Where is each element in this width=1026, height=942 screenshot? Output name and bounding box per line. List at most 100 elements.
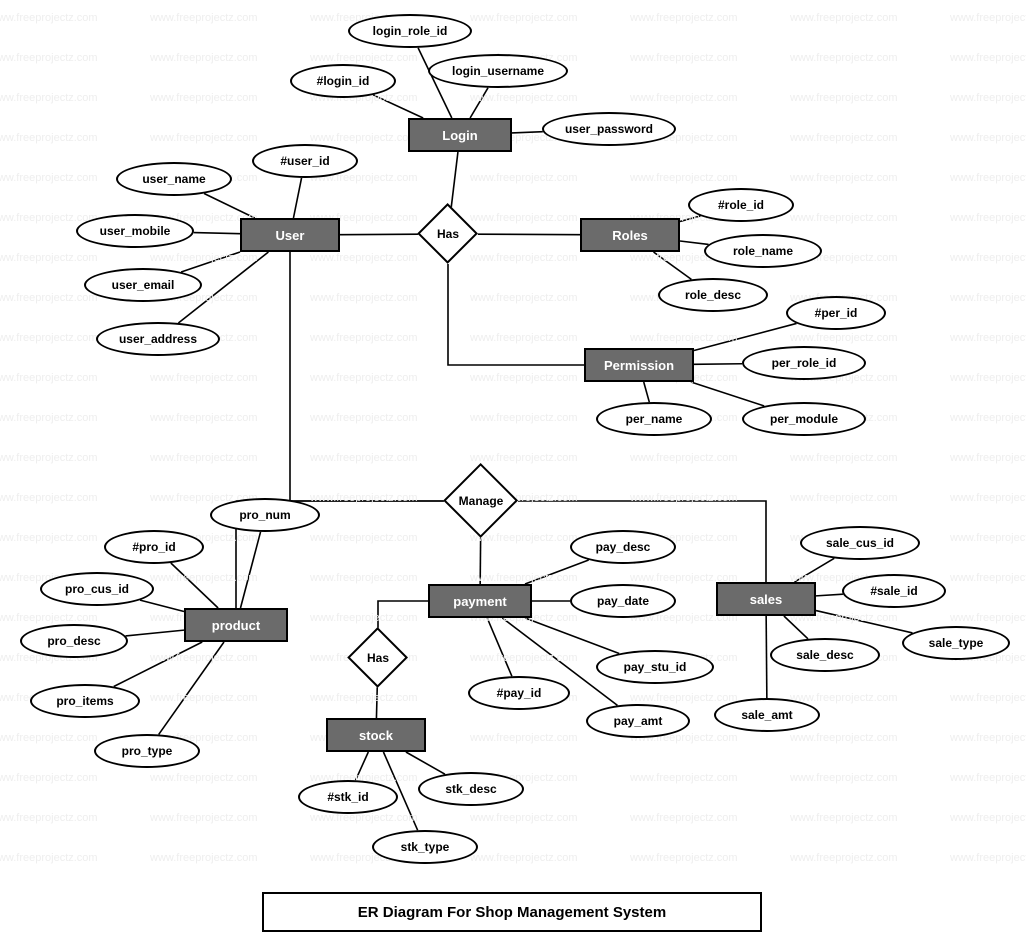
watermark-text: www.freeprojectz.com bbox=[790, 12, 898, 24]
watermark-text: www.freeprojectz.com bbox=[0, 412, 98, 424]
watermark-text: www.freeprojectz.com bbox=[0, 92, 98, 104]
watermark-text: www.freeprojectz.com bbox=[470, 852, 578, 864]
watermark-text: www.freeprojectz.com bbox=[150, 452, 258, 464]
watermark-text: www.freeprojectz.com bbox=[470, 252, 578, 264]
watermark-text: www.freeprojectz.com bbox=[470, 572, 578, 584]
attribute: #role_id bbox=[688, 188, 794, 222]
attribute: #login_id bbox=[290, 64, 396, 98]
entity-roles: Roles bbox=[580, 218, 680, 252]
watermark-text: www.freeprojectz.com bbox=[310, 812, 418, 824]
watermark-text: www.freeprojectz.com bbox=[150, 692, 258, 704]
attribute: per_role_id bbox=[742, 346, 866, 380]
watermark-text: www.freeprojectz.com bbox=[630, 52, 738, 64]
watermark-text: www.freeprojectz.com bbox=[630, 332, 738, 344]
attribute: #user_id bbox=[252, 144, 358, 178]
attribute: pay_date bbox=[570, 584, 676, 618]
relationship-has2: Has bbox=[348, 628, 408, 688]
watermark-text: www.freeprojectz.com bbox=[950, 212, 1026, 224]
watermark-text: www.freeprojectz.com bbox=[0, 252, 98, 264]
watermark-text: www.freeprojectz.com bbox=[790, 92, 898, 104]
watermark-text: www.freeprojectz.com bbox=[950, 852, 1026, 864]
watermark-text: www.freeprojectz.com bbox=[470, 172, 578, 184]
attribute: login_role_id bbox=[348, 14, 472, 48]
attribute: per_module bbox=[742, 402, 866, 436]
watermark-text: www.freeprojectz.com bbox=[0, 532, 98, 544]
attribute: user_name bbox=[116, 162, 232, 196]
attribute: sale_type bbox=[902, 626, 1010, 660]
watermark-text: www.freeprojectz.com bbox=[950, 332, 1026, 344]
watermark-text: www.freeprojectz.com bbox=[470, 812, 578, 824]
watermark-text: www.freeprojectz.com bbox=[470, 452, 578, 464]
attribute: pay_stu_id bbox=[596, 650, 714, 684]
attribute: #per_id bbox=[786, 296, 886, 330]
watermark-text: www.freeprojectz.com bbox=[150, 572, 258, 584]
entity-login: Login bbox=[408, 118, 512, 152]
watermark-text: www.freeprojectz.com bbox=[150, 252, 258, 264]
watermark-text: www.freeprojectz.com bbox=[950, 92, 1026, 104]
attribute: pro_cus_id bbox=[40, 572, 154, 606]
entity-permission: Permission bbox=[584, 348, 694, 382]
watermark-text: www.freeprojectz.com bbox=[150, 812, 258, 824]
watermark-text: www.freeprojectz.com bbox=[950, 412, 1026, 424]
attribute: #pay_id bbox=[468, 676, 570, 710]
watermark-text: www.freeprojectz.com bbox=[310, 252, 418, 264]
attribute: role_name bbox=[704, 234, 822, 268]
watermark-text: www.freeprojectz.com bbox=[470, 412, 578, 424]
watermark-text: www.freeprojectz.com bbox=[150, 852, 258, 864]
watermark-text: www.freeprojectz.com bbox=[150, 772, 258, 784]
watermark-text: www.freeprojectz.com bbox=[150, 92, 258, 104]
watermark-text: www.freeprojectz.com bbox=[470, 652, 578, 664]
entity-user: User bbox=[240, 218, 340, 252]
attribute: #sale_id bbox=[842, 574, 946, 608]
watermark-text: www.freeprojectz.com bbox=[790, 132, 898, 144]
watermark-text: www.freeprojectz.com bbox=[470, 12, 578, 24]
watermark-text: www.freeprojectz.com bbox=[0, 332, 98, 344]
attribute: sale_amt bbox=[714, 698, 820, 732]
watermark-text: www.freeprojectz.com bbox=[950, 132, 1026, 144]
attribute: user_address bbox=[96, 322, 220, 356]
watermark-text: www.freeprojectz.com bbox=[310, 492, 418, 504]
watermark-text: www.freeprojectz.com bbox=[470, 372, 578, 384]
watermark-text: www.freeprojectz.com bbox=[790, 812, 898, 824]
watermark-text: www.freeprojectz.com bbox=[630, 812, 738, 824]
attribute: per_name bbox=[596, 402, 712, 436]
attribute: login_username bbox=[428, 54, 568, 88]
attribute: pro_items bbox=[30, 684, 140, 718]
watermark-text: www.freeprojectz.com bbox=[310, 52, 418, 64]
watermark-text: www.freeprojectz.com bbox=[630, 92, 738, 104]
watermark-text: www.freeprojectz.com bbox=[0, 772, 98, 784]
watermark-text: www.freeprojectz.com bbox=[0, 732, 98, 744]
watermark-text: www.freeprojectz.com bbox=[150, 52, 258, 64]
watermark-text: www.freeprojectz.com bbox=[150, 652, 258, 664]
watermark-text: www.freeprojectz.com bbox=[310, 372, 418, 384]
watermark-text: www.freeprojectz.com bbox=[150, 132, 258, 144]
watermark-text: www.freeprojectz.com bbox=[310, 692, 418, 704]
watermark-text: www.freeprojectz.com bbox=[0, 12, 98, 24]
watermark-text: www.freeprojectz.com bbox=[790, 452, 898, 464]
watermark-text: www.freeprojectz.com bbox=[0, 132, 98, 144]
watermark-text: www.freeprojectz.com bbox=[310, 452, 418, 464]
watermark-text: www.freeprojectz.com bbox=[310, 612, 418, 624]
entity-product: product bbox=[184, 608, 288, 642]
watermark-text: www.freeprojectz.com bbox=[470, 292, 578, 304]
attribute: sale_desc bbox=[770, 638, 880, 672]
watermark-text: www.freeprojectz.com bbox=[950, 452, 1026, 464]
watermark-text: www.freeprojectz.com bbox=[630, 12, 738, 24]
watermark-text: www.freeprojectz.com bbox=[790, 732, 898, 744]
watermark-text: www.freeprojectz.com bbox=[950, 572, 1026, 584]
watermark-text: www.freeprojectz.com bbox=[0, 372, 98, 384]
watermark-text: www.freeprojectz.com bbox=[150, 372, 258, 384]
attribute: role_desc bbox=[658, 278, 768, 312]
attribute: #stk_id bbox=[298, 780, 398, 814]
watermark-text: www.freeprojectz.com bbox=[630, 692, 738, 704]
watermark-text: www.freeprojectz.com bbox=[950, 292, 1026, 304]
attribute: stk_type bbox=[372, 830, 478, 864]
attribute: pro_num bbox=[210, 498, 320, 532]
attribute: pay_amt bbox=[586, 704, 690, 738]
watermark-text: www.freeprojectz.com bbox=[950, 812, 1026, 824]
watermark-text: www.freeprojectz.com bbox=[950, 732, 1026, 744]
watermark-text: www.freeprojectz.com bbox=[0, 612, 98, 624]
watermark-text: www.freeprojectz.com bbox=[630, 772, 738, 784]
watermark-text: www.freeprojectz.com bbox=[630, 492, 738, 504]
watermark-text: www.freeprojectz.com bbox=[790, 212, 898, 224]
